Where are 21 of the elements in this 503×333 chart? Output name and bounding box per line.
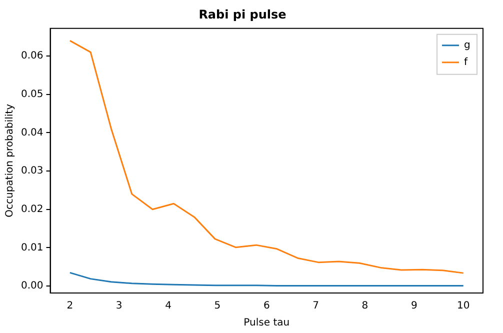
x-tick-label: 5 [214,300,221,312]
legend-label: f [464,56,468,68]
y-tick-label: 0.04 [21,127,44,138]
x-tick-label: 2 [66,300,74,312]
x-axis-title: Pulse tau [244,318,290,329]
x-tick-label: 8 [362,300,368,312]
y-tick-label: 0.02 [21,204,44,215]
x-tick-label: 6 [263,300,270,312]
x-tick-label: 7 [312,300,319,312]
x-tick-label: 10 [456,300,470,312]
y-tick-label: 0.00 [21,280,44,292]
y-tick-label: 0.06 [21,50,44,62]
y-axis-title: Occupation probability [4,104,16,218]
x-tick-label: 9 [410,300,418,312]
x-tick-label: 4 [165,300,172,312]
y-tick-label: 0.01 [21,242,44,254]
chart-title: Rabi pi pulse [198,7,286,22]
y-tick-label: 0.03 [21,166,44,177]
x-tick-label: 3 [116,300,122,312]
y-tick-label: 0.05 [21,88,44,100]
legend-label: g [464,40,470,51]
